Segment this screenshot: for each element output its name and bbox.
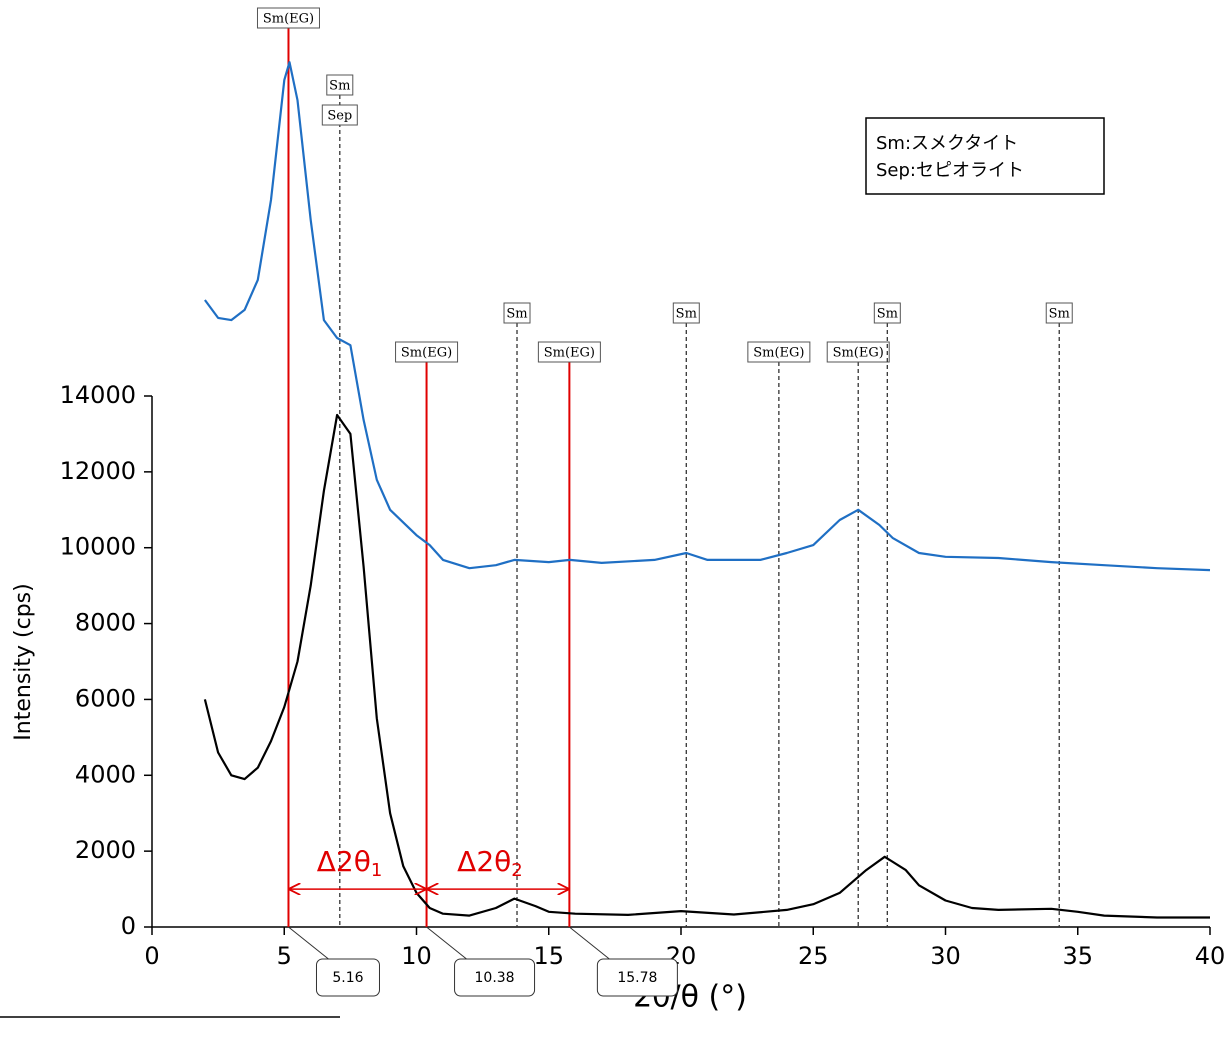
span-label-sub: 2 (511, 860, 522, 881)
span-label-main: Δ2θ (457, 845, 511, 878)
marker-label-box (326, 74, 354, 96)
callout-pointer (569, 926, 622, 960)
marker-label-box (672, 302, 700, 324)
span-label-sub: 1 (371, 860, 382, 881)
y-tick-label: 2000 (75, 836, 136, 864)
callout-pointer (426, 926, 479, 960)
callout-box (315, 958, 380, 997)
marker-label-box (256, 7, 320, 29)
x-tick-label: 40 (1195, 942, 1226, 970)
marker-label: Sm (1049, 307, 1070, 322)
x-tick-label: 10 (401, 942, 432, 970)
marker-label-box (747, 341, 811, 363)
span-label: Δ2θ2 (457, 845, 523, 881)
marker-label: Sm (506, 307, 527, 322)
marker-label: Sm(EG) (753, 346, 804, 361)
marker-label: Sep (327, 109, 352, 124)
marker-label: Sm(EG) (544, 346, 595, 361)
marker-label: Sm (676, 307, 697, 322)
note-box (865, 117, 1105, 195)
marker-label-box (873, 302, 901, 324)
callout-pointer (288, 926, 341, 960)
marker-label-box (395, 341, 459, 363)
marker-label: Sm(EG) (263, 12, 314, 27)
y-axis-label: Intensity (cps) (11, 583, 36, 740)
span-label-main: Δ2θ (317, 845, 371, 878)
callout-label: 10.38 (475, 970, 515, 986)
y-tick-label: 4000 (75, 760, 136, 788)
marker-label: Sm(EG) (833, 346, 884, 361)
x-tick-label: 15 (533, 942, 564, 970)
callout-box (596, 958, 678, 997)
callout-label: 5.16 (332, 970, 363, 986)
y-tick-label: 12000 (60, 457, 136, 485)
marker-label-box (1045, 302, 1073, 324)
series-line (204, 61, 1211, 572)
series-line (203, 413, 1210, 919)
y-tick-label: 8000 (75, 609, 136, 637)
x-tick-label: 25 (798, 942, 829, 970)
callout-label: 15.78 (617, 970, 657, 986)
span-label: Δ2θ1 (317, 845, 383, 881)
marker-label-box (503, 302, 531, 324)
x-tick-label: 35 (1062, 942, 1093, 970)
y-tick-label: 6000 (75, 684, 136, 712)
note-line: Sep:セピオライト (876, 160, 1024, 181)
marker-label-box (321, 104, 358, 126)
marker-label: Sm (877, 307, 898, 322)
note-line: Sm:スメクタイト (876, 133, 1018, 154)
y-tick-label: 14000 (60, 381, 136, 409)
callout-box (454, 958, 536, 997)
x-tick-label: 30 (930, 942, 961, 970)
x-tick-label: 0 (144, 942, 159, 970)
y-tick-label: 0 (121, 912, 136, 940)
marker-label: Sm (329, 79, 350, 94)
x-tick-label: 5 (277, 942, 292, 970)
marker-label: Sm(EG) (401, 346, 452, 361)
marker-label-box (537, 341, 601, 363)
y-tick-label: 10000 (60, 533, 136, 561)
marker-label-box (826, 341, 890, 363)
